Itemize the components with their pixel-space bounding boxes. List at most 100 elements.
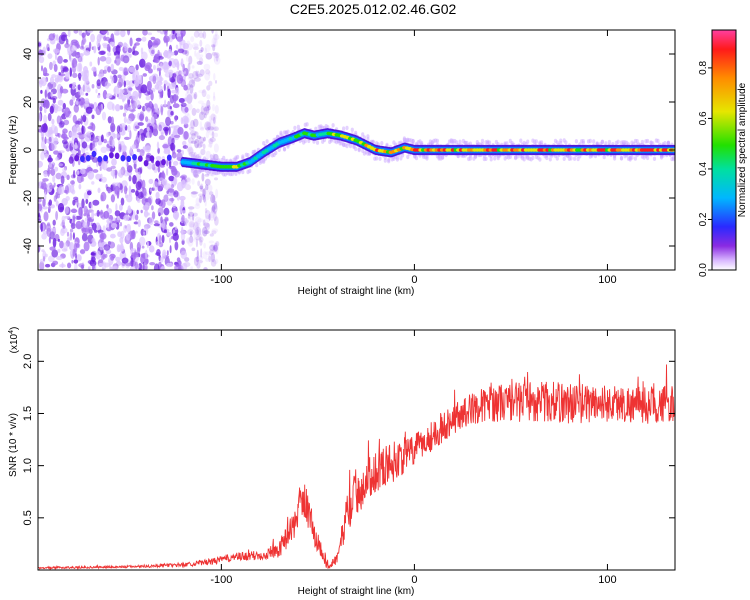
spectrogram-noise-ridge-cell [103, 155, 108, 162]
spectrogram-noise-cell [204, 209, 211, 220]
spectrogram-noise-cell [193, 46, 199, 51]
spectrogram-noise-cell [163, 194, 169, 202]
spectrogram-noise-cell [103, 210, 110, 219]
spectrogram-noise-cell [210, 194, 216, 204]
spectrogram-noise-cell [210, 243, 216, 248]
spectrogram-noise-ridge-cell [85, 155, 91, 162]
spectrogram-halo-cell [559, 138, 563, 143]
spectrogram-noise-cell [83, 213, 87, 217]
spectrogram-noise-cell [169, 237, 171, 244]
spectrogram-noise-cell [140, 209, 143, 214]
spectrogram-noise-cell [161, 179, 168, 186]
spectrogram-xtick-label: 100 [598, 274, 616, 286]
spectrogram-noise-cell [189, 235, 194, 243]
spectrogram-noise-cell [62, 67, 69, 73]
spectrogram-noise-cell [139, 236, 146, 246]
spectrogram-halo-cell [581, 140, 585, 146]
spectrogram-noise-cell [128, 53, 132, 58]
spectrogram-noise-cell [181, 179, 186, 189]
spectrogram-noise-cell [85, 92, 89, 96]
spectrogram-noise-cell [181, 262, 188, 270]
spectrogram-noise-cell [208, 71, 211, 76]
spectrogram-noise-cell [139, 148, 145, 157]
spectrogram-noise-cell [198, 236, 204, 243]
spectrogram-noise-cell [129, 37, 133, 47]
spectrogram-noise-cell [193, 230, 197, 240]
spectrogram-noise-cell [40, 151, 45, 161]
spectrogram-noise-cell [187, 213, 191, 219]
spectrogram-noise-cell [200, 47, 204, 52]
spectrogram-noise-cell [43, 104, 50, 109]
spectrogram-noise-cell [90, 33, 95, 43]
spectrogram-noise-cell [167, 100, 171, 110]
spectrogram-noise-cell [131, 229, 136, 240]
spectrogram-noise-cell [167, 88, 171, 99]
spectrogram-noise-cell [122, 112, 127, 117]
spectrogram-noise-cell [202, 251, 208, 260]
spectrogram-noise-cell [97, 56, 100, 66]
spectrogram-noise-cell [92, 199, 100, 206]
spectrogram-noise-cell [156, 30, 162, 33]
spectrogram-halo-cell [350, 127, 354, 132]
spectrogram-noise-cell [181, 210, 186, 214]
spectrogram-noise-cell [42, 250, 47, 260]
spectrogram-noise-cell [60, 65, 64, 71]
spectrogram-noise-cell [62, 168, 67, 172]
spectrogram-noise-cell [58, 150, 65, 154]
spectrogram-noise-cell [188, 221, 195, 228]
spectrogram-noise-cell [78, 77, 81, 81]
spectrogram-noise-cell [60, 133, 68, 139]
spectrogram-noise-cell [46, 86, 50, 92]
spectrogram-noise-cell [187, 62, 191, 72]
spectrogram-noise-cell [195, 256, 200, 262]
spectrogram-halo-cell [361, 132, 365, 137]
spectrogram-noise-cell [172, 30, 175, 35]
spectrogram-noise-cell [157, 49, 160, 57]
spectrogram-noise-cell [153, 263, 160, 270]
spectrogram-noise-cell [202, 193, 205, 200]
spectrogram-noise-cell [107, 52, 112, 57]
spectrogram-noise-cell [151, 107, 155, 117]
spectrogram-noise-cell [172, 204, 176, 209]
spectrogram-noise-cell [173, 94, 177, 104]
spectrogram-noise-cell [170, 111, 174, 116]
spectrogram-noise-cell [101, 134, 104, 143]
spectrogram-noise-cell [136, 148, 141, 153]
spectrogram-xtick-label: -100 [210, 274, 232, 286]
spectrogram-noise-cell [46, 43, 50, 51]
spectrogram-noise-cell [110, 76, 115, 84]
spectrogram-noise-cell [58, 71, 61, 76]
spectrogram-noise-cell [63, 119, 70, 126]
spectrogram-noise-cell [168, 175, 175, 182]
spectrogram-noise-cell [199, 39, 203, 47]
spectrogram-halo-cell [619, 156, 624, 161]
spectrogram-noise-cell [44, 153, 49, 159]
spectrogram-noise-ridge-cell [80, 155, 85, 162]
spectrogram-noise-cell [209, 244, 216, 251]
spectrogram-noise-cell [81, 233, 88, 242]
spectrogram-noise-cell [180, 250, 188, 260]
spectrogram-noise-cell [211, 126, 217, 132]
spectrogram-noise-cell [87, 170, 95, 180]
spectrogram-noise-cell [184, 177, 192, 186]
spectrogram-noise-cell [185, 237, 191, 244]
spectrogram-noise-cell [211, 30, 214, 34]
spectrogram-noise-cell [215, 80, 217, 84]
spectrogram-noise-cell [165, 116, 171, 127]
spectrogram-noise-cell [131, 50, 139, 56]
spectrogram-halo-cell [640, 139, 645, 145]
spectrogram-noise-cell [213, 241, 219, 251]
spectrogram-noise-cell [214, 216, 219, 226]
spectrogram-noise-cell [105, 56, 112, 65]
spectrogram-noise-cell [202, 31, 207, 39]
spectrogram-noise-cell [49, 61, 53, 71]
spectrogram-noise-cell [119, 105, 124, 110]
spectrogram-noise-cell [146, 240, 149, 249]
spectrogram-noise-cell [214, 30, 218, 37]
spectrogram-noise-cell [83, 192, 88, 200]
spectrogram-halo-cell [209, 154, 214, 159]
spectrogram-noise-cell [195, 197, 200, 207]
spectrogram-noise-cell [166, 168, 169, 176]
spectrogram-noise-cell [211, 230, 217, 235]
spectrogram-noise-cell [157, 85, 163, 92]
